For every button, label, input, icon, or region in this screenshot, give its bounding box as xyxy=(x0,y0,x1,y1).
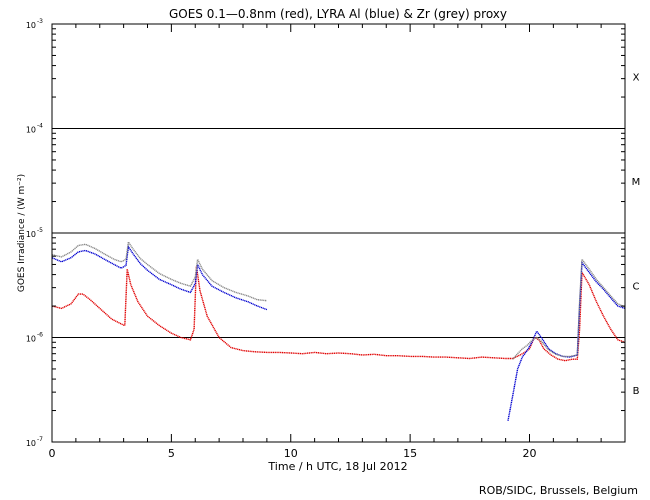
y-tick-label: 10 xyxy=(26,230,36,239)
y-axis-label: GOES Irradiance / (W m⁻²) xyxy=(17,174,27,292)
flare-class-label: C xyxy=(633,281,640,292)
credit-label: ROB/SIDC, Brussels, Belgium xyxy=(479,484,638,497)
x-tick-label: 0 xyxy=(49,447,56,460)
x-tick-label: 15 xyxy=(403,447,417,460)
series-line-blue xyxy=(507,260,626,421)
y-tick-label: 10 xyxy=(26,439,36,448)
y-tick-label: 10 xyxy=(26,126,36,135)
series-line-grey xyxy=(512,257,626,360)
flare-class-label: M xyxy=(632,177,641,188)
chart-title: GOES 0.1—0.8nm (red), LYRA Al (blue) & Z… xyxy=(169,7,507,21)
x-tick-label: 5 xyxy=(168,447,175,460)
y-tick-label: 10 xyxy=(26,335,36,344)
series-line-grey xyxy=(51,240,267,302)
x-axis-label: Time / h UTC, 18 Jul 2012 xyxy=(267,460,407,473)
x-tick-label: 20 xyxy=(523,447,537,460)
y-tick-exponent: -7 xyxy=(37,436,43,443)
y-axis: 10-710-610-510-410-3 xyxy=(26,18,625,448)
y-tick-label: 10 xyxy=(26,21,36,30)
y-tick-exponent: -3 xyxy=(37,18,43,25)
x-tick-label: 10 xyxy=(284,447,298,460)
flare-class-label: X xyxy=(633,72,640,83)
x-axis: 0 5 10 15 20 xyxy=(49,24,626,460)
series-layer xyxy=(51,240,626,421)
y-tick-exponent: -4 xyxy=(37,123,43,130)
series-line-red xyxy=(51,266,626,362)
y-tick-exponent: -6 xyxy=(37,332,43,339)
flare-class-labels: B C M X xyxy=(632,72,641,397)
class-level-lines xyxy=(52,128,625,338)
series-line-blue xyxy=(51,244,268,311)
y-tick-exponent: -5 xyxy=(37,227,43,234)
flare-class-label: B xyxy=(633,386,640,397)
